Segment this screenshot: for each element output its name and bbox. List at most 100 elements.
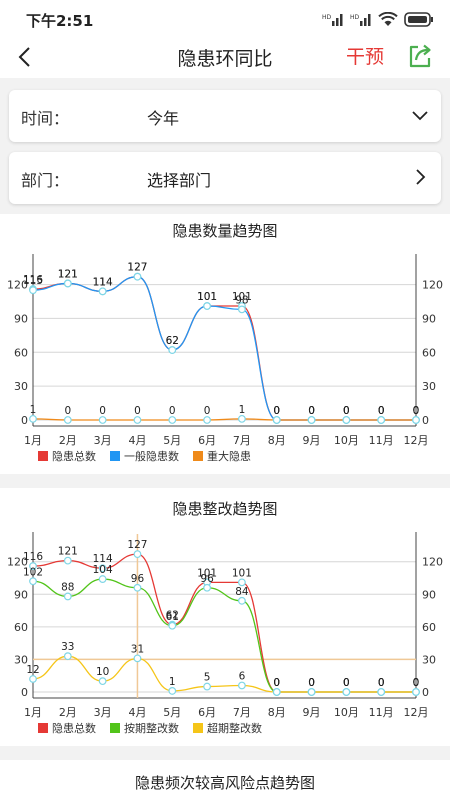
- data-label: 127: [127, 262, 147, 274]
- data-point: [307, 688, 316, 696]
- data-label: 101: [232, 291, 252, 303]
- x-tick-label: 4月: [128, 434, 146, 447]
- data-label: 0: [378, 677, 385, 689]
- data-point: [133, 550, 142, 559]
- data-label: 114: [93, 553, 113, 565]
- chevron-left-icon: [18, 47, 30, 67]
- y-tick-label-right: 120: [422, 279, 443, 292]
- data-point: [29, 414, 37, 423]
- data-label: 0: [308, 405, 315, 417]
- data-point: [98, 575, 107, 583]
- data-point: [238, 305, 246, 314]
- x-tick-label: 3月: [94, 706, 112, 719]
- x-tick-label: 10月: [334, 706, 359, 719]
- data-label: 101: [197, 291, 217, 303]
- data-point: [133, 654, 142, 663]
- data-label: 61: [166, 611, 179, 623]
- data-point: [29, 286, 37, 295]
- svg-text:HD: HD: [322, 14, 332, 21]
- series-line-2: [32, 418, 416, 421]
- data-point: [203, 416, 211, 424]
- data-label: 33: [61, 641, 74, 653]
- data-label: 0: [378, 405, 385, 417]
- data-label: 0: [273, 677, 280, 689]
- nav-bar: 隐患环同比 干预: [0, 36, 450, 78]
- data-point: [63, 592, 72, 601]
- data-label: 101: [197, 567, 217, 579]
- data-label: 0: [413, 677, 420, 689]
- y-tick-label-right: 90: [422, 588, 436, 601]
- department-filter[interactable]: 部门： 选择部门: [9, 152, 441, 204]
- data-label: 0: [343, 405, 350, 417]
- y-tick-label-left: 90: [14, 588, 28, 601]
- share-button[interactable]: [405, 41, 435, 71]
- data-point: [133, 583, 142, 592]
- data-label: 0: [273, 677, 280, 689]
- data-label: 31: [131, 643, 144, 655]
- y-tick-label-right: 60: [422, 621, 436, 634]
- series-line-0: [32, 553, 416, 693]
- y-tick-label-right: 60: [422, 346, 436, 359]
- x-tick-label: 10月: [334, 434, 359, 447]
- data-label: 1: [239, 404, 246, 416]
- y-tick-label-right: 120: [422, 556, 443, 569]
- data-label: 84: [235, 586, 249, 598]
- y-tick-label-right: 90: [422, 312, 436, 325]
- data-label: 0: [64, 405, 71, 417]
- legend-label: 重大隐患: [207, 449, 251, 463]
- data-label: 62: [166, 335, 179, 347]
- data-label: 96: [131, 573, 145, 585]
- data-label: 0: [378, 677, 385, 689]
- data-label: 0: [308, 677, 315, 689]
- back-button[interactable]: [8, 40, 42, 74]
- data-label: 1: [30, 404, 37, 416]
- x-tick-label: 3月: [94, 434, 112, 447]
- y-tick-label-right: 30: [422, 380, 436, 393]
- frequency-chart-card: 隐患频次较高风险点趋势图: [0, 760, 450, 800]
- x-tick-label: 4月: [128, 706, 146, 719]
- x-tick-label: 12月: [404, 434, 429, 447]
- x-tick-label: 5月: [163, 434, 181, 447]
- data-point: [238, 578, 246, 587]
- x-tick-label: 6月: [198, 706, 216, 719]
- data-label: 0: [378, 677, 385, 689]
- x-tick-label: 5月: [163, 706, 181, 719]
- data-point: [98, 416, 107, 424]
- data-label: 62: [166, 610, 179, 622]
- x-tick-label: 2月: [59, 706, 77, 719]
- wifi-icon: [378, 11, 398, 26]
- x-tick-label: 9月: [303, 434, 321, 447]
- y-tick-label-left: 120: [7, 556, 28, 569]
- data-point: [238, 414, 246, 423]
- data-label: 0: [413, 405, 420, 417]
- data-point: [272, 416, 281, 424]
- data-point: [98, 564, 107, 573]
- data-label: 0: [308, 677, 315, 689]
- y-tick-label-left: 120: [7, 279, 28, 292]
- data-point: [133, 416, 142, 424]
- x-tick-label: 7月: [233, 434, 251, 447]
- data-point: [63, 279, 72, 288]
- data-label: 98: [235, 294, 248, 306]
- data-label: 0: [273, 677, 280, 689]
- legend-label: 超期整改数: [207, 721, 262, 735]
- data-label: 0: [169, 405, 176, 417]
- data-point: [168, 687, 177, 695]
- data-point: [342, 688, 351, 696]
- data-label: 0: [308, 677, 315, 689]
- data-point: [29, 577, 37, 586]
- y-tick-label-right: 0: [422, 686, 429, 699]
- data-label: 0: [134, 405, 141, 417]
- data-label: 0: [343, 405, 350, 417]
- data-label: 0: [343, 677, 350, 689]
- legend-swatch: [38, 723, 48, 733]
- quantity-chart-title: 隐患数量趋势图: [172, 222, 278, 240]
- data-point: [203, 682, 211, 691]
- time-filter[interactable]: 时间： 今年: [9, 90, 441, 142]
- x-tick-label: 1月: [24, 434, 42, 447]
- data-label: 0: [204, 405, 211, 417]
- data-point: [377, 688, 386, 696]
- data-label: 121: [58, 546, 78, 558]
- intervene-button[interactable]: 干预: [346, 46, 385, 68]
- y-tick-label-left: 90: [14, 312, 28, 325]
